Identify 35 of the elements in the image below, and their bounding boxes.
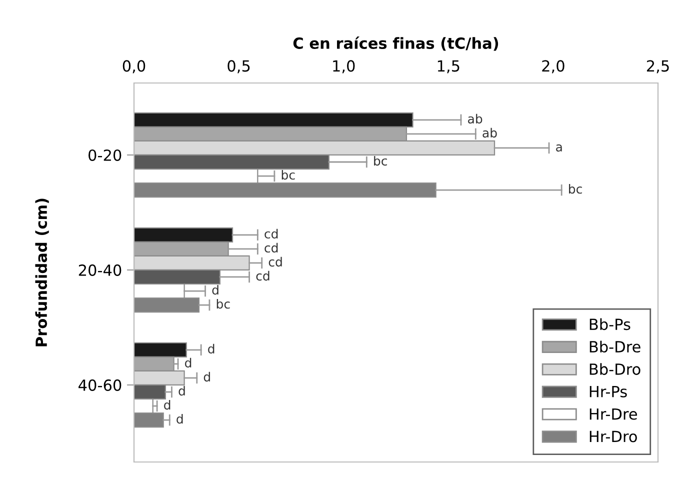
annotation: ab (482, 128, 497, 138)
y-tick-label: 0-20 (88, 149, 122, 162)
annotation: a (556, 144, 562, 152)
legend-label: Hr-Ps (590, 386, 627, 398)
y-tick-label: 20-40 (78, 264, 122, 276)
legend-label: Hr-Dre (590, 408, 637, 420)
annotation: d (204, 372, 210, 382)
y-tick-label: 40-60 (78, 379, 122, 391)
annotation: d (178, 386, 185, 396)
annotation: d (184, 358, 192, 368)
x-tick-label: 1,0 (333, 60, 355, 74)
x-tick-label: 2,0 (542, 60, 564, 74)
annotation: d (176, 414, 183, 424)
annotation: ab (468, 114, 482, 124)
annotation: bc (282, 170, 295, 180)
annotation: bc (374, 156, 387, 166)
legend-label: Bb-Dre (590, 340, 640, 353)
annotation: cd (264, 242, 278, 253)
x-tick-label: 0,5 (228, 60, 250, 74)
annotation: cd (256, 270, 270, 281)
y-axis-title: Profundidad (cm) (35, 198, 49, 346)
annotation: cd (268, 256, 282, 267)
legend-label: Hr-Dro (590, 430, 637, 442)
annotation: cd (264, 228, 278, 239)
annotation: d (164, 400, 170, 410)
annotation: bc (569, 184, 582, 194)
annotation: bc (216, 298, 230, 309)
x-tick-label: 2,5 (646, 60, 669, 74)
annotation: d (212, 284, 218, 295)
x-tick-label: 0,0 (122, 60, 146, 74)
annotation: d (208, 344, 214, 354)
legend-label: Bb-Dro (590, 363, 640, 375)
x-tick-label: 1,5 (438, 60, 460, 74)
x-axis-title: C en raíces finas (tC/ha) (293, 36, 498, 51)
legend-label: Bb-Ps (590, 318, 630, 330)
